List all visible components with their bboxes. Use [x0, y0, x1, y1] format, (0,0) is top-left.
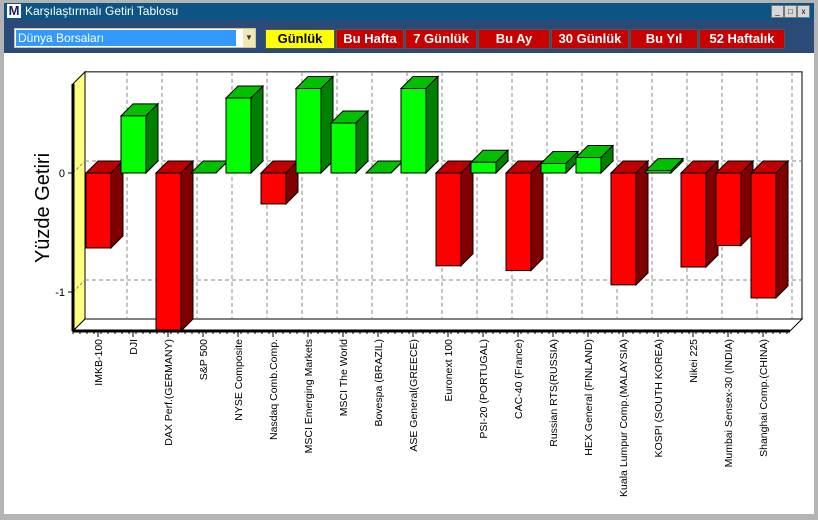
x-tick-label: ASE General(GREECE) [408, 339, 420, 452]
x-tick-label: MSCI The World [338, 339, 350, 416]
period-buttons: Günlük Bu Hafta 7 Günlük Bu Ay 30 Günlük… [265, 29, 785, 49]
x-tick-label: DAX Perf.(GERMANY) [163, 339, 175, 446]
bar-front [645, 170, 672, 174]
period-7-days-button[interactable]: 7 Günlük [405, 29, 477, 49]
bar-front [470, 161, 497, 174]
bar-front [155, 172, 182, 332]
bar [749, 159, 790, 300]
bar-front [680, 172, 707, 268]
bar [329, 109, 370, 175]
x-tick-label: Nikei 225 [688, 339, 700, 383]
chevron-down-icon[interactable]: ▼ [243, 29, 255, 47]
period-daily-button[interactable]: Günlük [265, 29, 335, 49]
x-tick-label: MSCI Emerging Markets [303, 339, 315, 453]
bar-front [400, 88, 427, 174]
bar-side [250, 84, 264, 175]
y-axis-label: Yüzde Getiri [32, 153, 54, 263]
bar [399, 75, 440, 175]
period-52-weeks-button[interactable]: 52 Haftalık [699, 29, 785, 49]
y-tick-label: -1 [55, 287, 65, 299]
app-logo-icon: M [7, 3, 21, 18]
bar-front [540, 162, 567, 174]
bar-front [435, 172, 462, 267]
bar-front [295, 88, 322, 174]
bar-front [610, 172, 637, 286]
y-tick-label: 0 [59, 168, 65, 180]
x-tick-label: Euronext 100 [443, 339, 455, 402]
bar-front [260, 172, 287, 205]
bar [504, 159, 545, 272]
bar-side [145, 102, 159, 175]
gridline-h-side [72, 160, 86, 174]
x-tick-label: Kuala Lumpur Comp.(MALAYSIA) [618, 339, 630, 497]
bar-side [110, 159, 124, 250]
gridline-h-side [72, 279, 86, 293]
bar [539, 150, 580, 175]
x-tick-label: NYSE Composite [233, 339, 245, 421]
x-tick-label: KOSPI (SOUTH KOREA) [653, 339, 665, 457]
x-tick-label: Bovespa (BRAZIL) [373, 339, 385, 427]
period-30-days-button[interactable]: 30 Günlük [551, 29, 629, 49]
bar [259, 159, 300, 206]
x-tick-label: S&P 500 [198, 339, 210, 380]
bar-front [575, 157, 602, 174]
period-this-month-button[interactable]: Bu Ay [478, 29, 550, 49]
period-this-week-button[interactable]: Bu Hafta [336, 29, 404, 49]
bar-side [460, 159, 474, 268]
bar [434, 159, 475, 268]
bar [644, 157, 685, 175]
left-wall [72, 70, 86, 333]
maximize-button[interactable]: □ [784, 5, 797, 18]
market-select[interactable]: Dünya Borsaları ▼ [14, 28, 256, 48]
bar-front [330, 122, 357, 174]
window-title: Karşılaştırmalı Getiri Tablosu [25, 4, 179, 18]
bar [469, 149, 510, 175]
bar-front [120, 115, 147, 174]
bar [154, 159, 195, 333]
title-bar: M Karşılaştırmalı Getiri Tablosu _ □ x [4, 3, 814, 20]
bar [119, 102, 160, 175]
bar-side [180, 159, 194, 333]
bar-front [85, 172, 112, 249]
bar [609, 159, 650, 287]
bar [84, 159, 125, 250]
toolbar: Dünya Borsaları ▼ Günlük Bu Hafta 7 Günl… [4, 20, 814, 53]
bar-front [715, 172, 742, 247]
bar-side [425, 75, 439, 175]
close-button[interactable]: x [797, 5, 810, 18]
bar [714, 159, 755, 247]
x-tick-label: Nasdaq Comb.Comp. [268, 339, 280, 440]
x-tick-label: HEX General (FINLAND) [583, 339, 595, 456]
bar [679, 159, 720, 269]
x-tick-label: Mumbai Sensex-30 (INDIA) [723, 339, 735, 467]
bar-side [530, 159, 544, 272]
x-tick-label: PSI-20 (PORTUGAL) [478, 339, 490, 439]
x-tick-label: IMKB-100 [93, 339, 105, 386]
bar-side [635, 159, 649, 287]
bar-front [750, 172, 777, 299]
market-select-value: Dünya Borsaları [16, 30, 236, 46]
bar-front [225, 97, 252, 174]
x-tick-label: DJI [128, 339, 140, 355]
x-tick-label: Shanghai Comp.(CHINA) [758, 339, 770, 457]
period-this-year-button[interactable]: Bu Yıl [630, 29, 698, 49]
bar-side [775, 159, 789, 300]
x-tick-label: Russian RTS(RUSSIA) [548, 339, 560, 447]
bar [294, 75, 335, 175]
bar-front [505, 172, 532, 272]
x-tick-label: CAC-40 (France) [513, 339, 525, 419]
minimize-button[interactable]: _ [771, 5, 784, 18]
bar [224, 84, 265, 175]
bar [574, 144, 615, 175]
